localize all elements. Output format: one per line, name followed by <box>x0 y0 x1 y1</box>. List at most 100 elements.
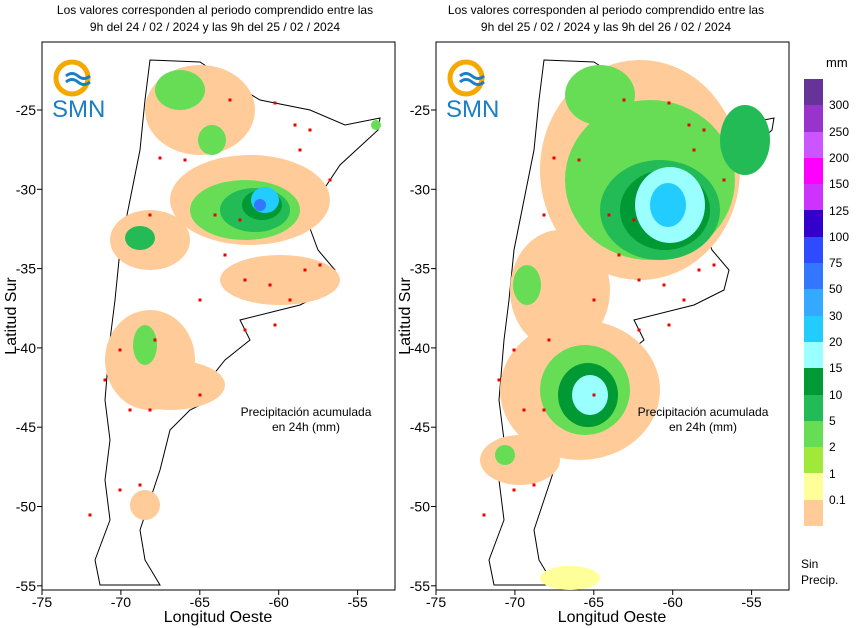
station-marker <box>273 323 277 327</box>
x-axis-label: Longitud Oeste <box>164 609 273 626</box>
smn-logo: SMN <box>446 59 499 123</box>
legend-swatch <box>804 499 823 527</box>
y-tick-label: -50 <box>16 499 36 515</box>
station-marker <box>592 298 596 302</box>
legend-swatch <box>804 368 823 395</box>
station-marker <box>592 393 596 397</box>
station-marker <box>667 323 671 327</box>
station-marker <box>268 283 272 287</box>
x-tick-label: -70 <box>111 594 131 610</box>
legend-label: 200 <box>829 150 850 165</box>
station-marker <box>243 328 247 332</box>
weather-stations <box>88 98 726 517</box>
annotation-line1: Precipitación acumulada <box>638 405 769 419</box>
x-tick-label: -65 <box>584 594 604 610</box>
left-map <box>41 41 396 591</box>
y-axis-label: Latitud Sur <box>3 277 20 355</box>
station-marker <box>512 488 516 492</box>
legend-swatch <box>804 447 823 474</box>
station-marker <box>542 408 546 412</box>
station-marker <box>148 408 152 412</box>
y-tick-label: -45 <box>410 419 430 435</box>
y-tick-label: -40 <box>16 340 36 356</box>
y-tick-label: -30 <box>410 181 430 197</box>
x-axis-label: Longitud Oeste <box>558 609 667 626</box>
annotation-line2: en 24h (mm) <box>272 420 340 434</box>
station-marker <box>153 338 157 342</box>
logo-text: SMN <box>52 96 105 123</box>
station-marker <box>198 393 202 397</box>
legend-label: 50 <box>829 282 843 297</box>
legend-no-precip: Sin Precip. <box>801 556 838 588</box>
station-marker <box>293 123 297 127</box>
station-marker <box>542 213 546 217</box>
legend-swatch <box>804 263 823 290</box>
x-tick-label: -65 <box>190 594 210 610</box>
station-marker <box>298 148 302 152</box>
y-tick-label: -25 <box>410 102 430 118</box>
station-marker <box>198 298 202 302</box>
y-tick-label: -40 <box>410 340 430 356</box>
station-marker <box>118 348 122 352</box>
station-marker <box>273 101 277 105</box>
station-marker <box>88 513 92 517</box>
legend-label: 2 <box>829 440 836 455</box>
annotation-line2: en 24h (mm) <box>669 420 737 434</box>
legend-swatch <box>804 157 823 185</box>
title-line1: Los valores corresponden al periodo comp… <box>56 3 374 17</box>
precip-areas <box>105 65 381 520</box>
station-marker <box>692 148 696 152</box>
legend-swatch <box>804 394 823 421</box>
station-marker <box>722 178 726 182</box>
legend-label: 300 <box>829 98 850 113</box>
no-precip-line1: Sin <box>801 557 819 571</box>
station-marker <box>712 263 716 267</box>
legend-swatch <box>804 236 823 264</box>
x-tick-label: -55 <box>347 594 367 610</box>
station-marker <box>243 278 247 282</box>
x-tick-label: -60 <box>663 594 683 610</box>
legend-label: 20 <box>829 335 843 349</box>
legend-swatch <box>804 420 823 448</box>
legend-swatch <box>804 289 823 316</box>
left-panel-title: Los valores corresponden al periodo comp… <box>15 2 415 36</box>
station-marker <box>552 156 556 160</box>
station-marker <box>682 298 686 302</box>
legend-label: 10 <box>829 387 843 402</box>
station-marker <box>512 348 516 352</box>
legend-label: 100 <box>829 229 850 244</box>
x-tick-label: -75 <box>426 594 446 610</box>
legend-label: 125 <box>829 203 850 218</box>
y-tick-label: -25 <box>16 102 36 118</box>
logo-text: SMN <box>446 96 499 123</box>
station-marker <box>637 328 641 332</box>
x-tick-label: -75 <box>32 594 52 610</box>
legend-swatch <box>804 341 823 369</box>
station-marker <box>687 123 691 127</box>
station-marker <box>238 218 242 222</box>
color-legend: 300 250 200 150 125 100 75 50 30 20 15 10 5 2 1 0.1 <box>804 79 849 527</box>
station-marker <box>103 378 107 382</box>
title-line2: 9h del 25 / 02 / 2024 y las 9h del 26 / … <box>480 20 732 34</box>
station-marker <box>303 268 307 272</box>
station-marker <box>532 483 536 487</box>
y-axis-label: Latitud Sur <box>397 277 414 355</box>
station-marker <box>547 338 551 342</box>
annotation-line1: Precipitación acumulada <box>241 405 372 419</box>
legend-swatch <box>804 315 823 342</box>
station-marker <box>577 158 581 162</box>
title-line1: Los valores corresponden al periodo comp… <box>447 3 765 17</box>
x-tick-label: -55 <box>741 594 761 610</box>
station-marker <box>702 128 706 132</box>
precip-areas <box>480 60 770 590</box>
legend-label: 15 <box>829 361 843 376</box>
station-marker <box>667 101 671 105</box>
station-marker <box>632 218 636 222</box>
station-marker <box>288 298 292 302</box>
station-marker <box>183 158 187 162</box>
x-tick-label: -70 <box>505 594 525 610</box>
station-marker <box>158 156 162 160</box>
y-tick-label: -55 <box>410 578 430 594</box>
legend-swatch <box>804 184 823 211</box>
